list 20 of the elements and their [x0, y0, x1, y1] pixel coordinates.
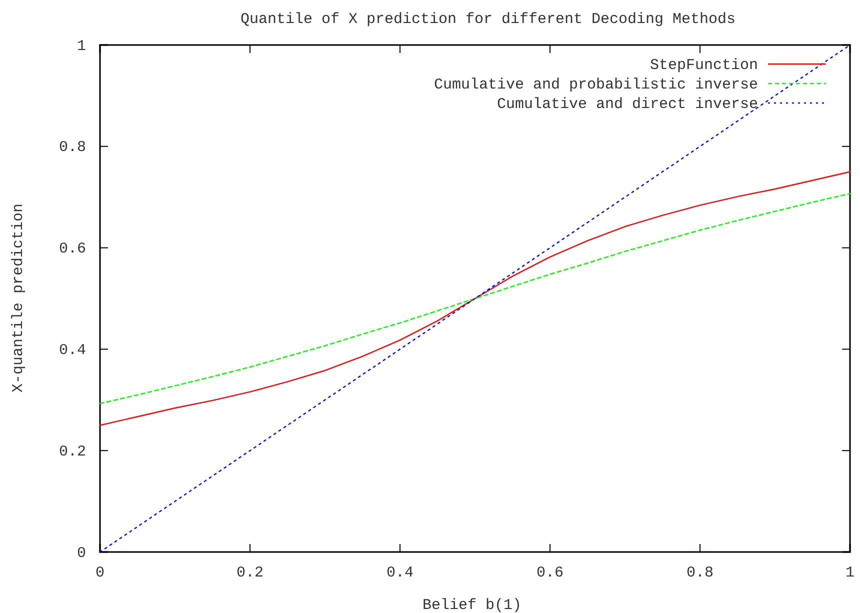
legend-label: StepFunction — [650, 57, 758, 74]
y-tick-label: 0.2 — [58, 443, 86, 460]
y-tick-label: 1 — [76, 38, 86, 55]
x-tick-label: 0 — [95, 564, 105, 582]
legend-label: Cumulative and direct inverse — [496, 96, 758, 113]
x-tick-label: 0.4 — [386, 564, 414, 582]
x-tick-label: 0.2 — [236, 564, 264, 582]
y-axis-title: X-quantile prediction — [10, 203, 27, 393]
y-tick-label: 0.4 — [58, 342, 86, 359]
x-tick-label: 1 — [845, 564, 855, 582]
y-tick-label: 0.8 — [58, 139, 86, 156]
y-tick-label: 0 — [76, 544, 86, 562]
line-series — [99, 171, 851, 426]
x-axis-title: Belief b(1) — [422, 597, 522, 613]
legend-label: Cumulative and probabilistic inverse — [434, 76, 758, 94]
x-tick-label: 0.8 — [686, 564, 714, 582]
y-tick-label: 0.6 — [58, 240, 86, 258]
x-tick-label: 0.6 — [536, 564, 564, 582]
chart-title: Quantile of X prediction for different Decoding Methods — [240, 11, 736, 28]
line-series — [99, 192, 851, 404]
